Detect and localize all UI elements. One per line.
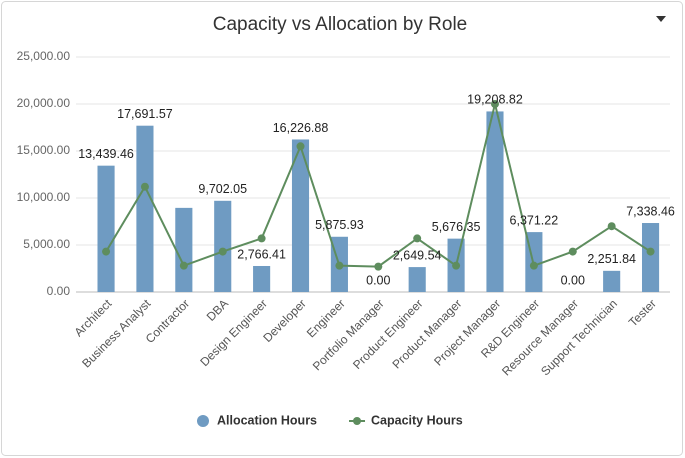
data-label: 2,766.41 [237, 247, 286, 261]
y-tick-label: 15,000.00 [17, 143, 71, 157]
data-label: 0.00 [561, 273, 585, 287]
line-point [218, 247, 227, 256]
y-tick-label: 5,000.00 [23, 237, 70, 251]
line-point [646, 247, 655, 256]
y-tick-label: 20,000.00 [17, 96, 71, 110]
legend-label: Allocation Hours [217, 413, 317, 427]
chart-title: Capacity vs Allocation by Role [213, 14, 468, 35]
bar [641, 223, 660, 292]
legend-label: Capacity Hours [371, 413, 463, 427]
bar [603, 270, 621, 292]
bar [136, 125, 154, 292]
line-point [374, 262, 383, 271]
legend-symbol [353, 417, 362, 425]
line-point [568, 247, 577, 256]
data-label: 17,691.57 [117, 107, 173, 121]
bar [214, 200, 232, 292]
data-label: 0.00 [366, 273, 390, 287]
menu-toggle[interactable] [656, 16, 666, 22]
line-point [452, 261, 461, 270]
bar [486, 111, 504, 292]
bar [175, 207, 193, 292]
line-point [140, 182, 149, 191]
y-tick-label: 10,000.00 [17, 190, 71, 204]
bar [253, 265, 271, 292]
data-label: 9,702.05 [198, 182, 247, 196]
bar [97, 165, 115, 292]
data-label: 5,676.35 [432, 220, 481, 234]
bar [291, 139, 310, 292]
y-tick-label: 0.00 [47, 284, 71, 298]
legend-symbol [197, 415, 209, 427]
data-label: 2,251.84 [587, 252, 636, 266]
line-point [413, 234, 422, 243]
line-point [257, 234, 266, 243]
data-label: 19,208.82 [467, 93, 523, 107]
data-label: 7,338.46 [626, 204, 675, 218]
line-point [179, 261, 188, 270]
data-label: 2,649.54 [393, 248, 442, 262]
line-point [490, 100, 499, 108]
data-label: 16,226.88 [273, 121, 329, 135]
legend-item[interactable]: Allocation Hours [197, 413, 317, 427]
legend-item[interactable]: Capacity Hours [349, 413, 463, 427]
data-label: 5,875.93 [315, 218, 364, 232]
line-point [607, 222, 616, 231]
line-point [296, 142, 305, 151]
y-tick-label: 25,000.00 [17, 49, 71, 63]
line-point [529, 261, 538, 270]
data-label: 6,371.22 [510, 213, 559, 227]
line-point [102, 247, 111, 256]
bar [408, 267, 426, 292]
data-label: 13,439.46 [78, 147, 134, 161]
line-point [335, 261, 344, 270]
